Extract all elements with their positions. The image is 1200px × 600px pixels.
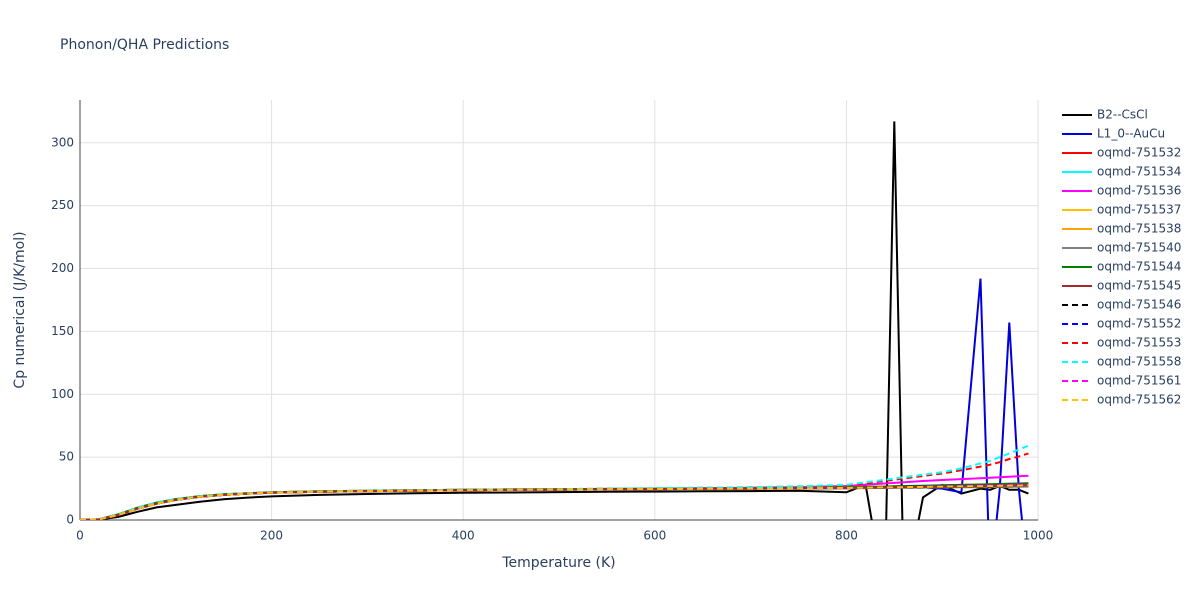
legend-label[interactable]: oqmd-751536 bbox=[1097, 184, 1181, 198]
legend-label[interactable]: oqmd-751561 bbox=[1097, 374, 1181, 388]
legend: B2--CsCl L1_0--AuCu oqmd-751532 oqmd-751534… bbox=[1062, 108, 1181, 407]
legend-label[interactable]: B2--CsCl bbox=[1097, 108, 1148, 122]
y-axis-title: Cp numerical (J/K/mol) bbox=[12, 231, 28, 388]
legend-label[interactable]: oqmd-751534 bbox=[1097, 165, 1181, 179]
legend-label[interactable]: oqmd-751544 bbox=[1097, 260, 1181, 274]
legend-label[interactable]: oqmd-751532 bbox=[1097, 146, 1181, 160]
y-tick-label: 100 bbox=[51, 387, 74, 401]
series-line bbox=[80, 121, 1029, 520]
legend-label[interactable]: oqmd-751552 bbox=[1097, 317, 1181, 331]
grid: 0 200 400 600 800 1000 0 50 100 150 200 250 300 bbox=[51, 100, 1053, 543]
plot-area bbox=[80, 121, 1029, 520]
x-tick-label: 600 bbox=[643, 529, 666, 543]
y-tick-label: 200 bbox=[51, 261, 74, 275]
x-tick-label: 800 bbox=[835, 529, 858, 543]
legend-label[interactable]: oqmd-751553 bbox=[1097, 336, 1181, 350]
legend-label[interactable]: oqmd-751538 bbox=[1097, 222, 1181, 236]
y-tick-label: 0 bbox=[66, 513, 74, 527]
y-tick-label: 50 bbox=[59, 450, 74, 464]
x-tick-label: 1000 bbox=[1023, 529, 1054, 543]
legend-label[interactable]: oqmd-751540 bbox=[1097, 241, 1181, 255]
x-tick-label: 200 bbox=[260, 529, 283, 543]
legend-label[interactable]: oqmd-751545 bbox=[1097, 279, 1181, 293]
series-line bbox=[80, 484, 1029, 520]
legend-label[interactable]: oqmd-751546 bbox=[1097, 298, 1181, 312]
y-tick-label: 150 bbox=[51, 324, 74, 338]
legend-label[interactable]: L1_0--AuCu bbox=[1097, 127, 1165, 141]
y-tick-label: 250 bbox=[51, 198, 74, 212]
x-tick-label: 0 bbox=[76, 529, 84, 543]
series-line bbox=[80, 278, 1024, 520]
chart-title: Phonon/QHA Predictions bbox=[60, 37, 229, 53]
legend-label[interactable]: oqmd-751558 bbox=[1097, 355, 1181, 369]
x-axis-title: Temperature (K) bbox=[501, 555, 615, 571]
legend-label[interactable]: oqmd-751537 bbox=[1097, 203, 1181, 217]
x-tick-label: 400 bbox=[452, 529, 475, 543]
legend-label[interactable]: oqmd-751562 bbox=[1097, 393, 1181, 407]
y-tick-label: 300 bbox=[51, 135, 74, 149]
